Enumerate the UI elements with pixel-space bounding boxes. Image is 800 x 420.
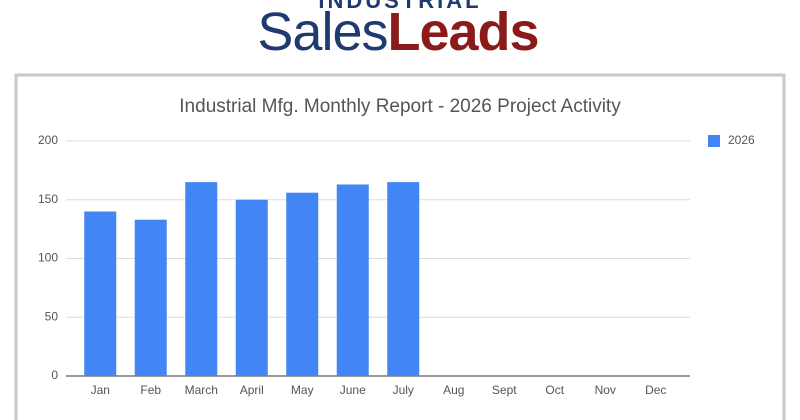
x-tick-label: Aug <box>443 383 464 397</box>
bar <box>185 182 218 376</box>
x-tick-label: Jan <box>91 383 110 397</box>
legend-label: 2026 <box>728 133 755 147</box>
x-tick-label: July <box>393 383 414 397</box>
x-tick-label: Feb <box>140 383 161 397</box>
x-tick-label: Sept <box>492 383 517 397</box>
y-tick-label: 0 <box>51 368 58 382</box>
bar <box>134 219 167 376</box>
x-tick-label: Nov <box>595 383 616 397</box>
y-tick-label: 200 <box>38 133 58 147</box>
bar <box>235 199 268 376</box>
bar <box>286 192 319 376</box>
x-tick-label: April <box>240 383 264 397</box>
chart-title: Industrial Mfg. Monthly Report - 2026 Pr… <box>179 96 621 117</box>
x-tick-label: May <box>291 383 314 397</box>
x-tick-label: Dec <box>645 383 666 397</box>
bar <box>84 211 117 376</box>
y-tick-label: 100 <box>38 251 58 265</box>
logo: SalesLeads <box>257 2 538 62</box>
logo-top: INDUSTRIAL <box>318 0 481 13</box>
bar <box>387 182 420 376</box>
y-tick-label: 150 <box>38 192 58 206</box>
x-tick-label: Oct <box>545 383 564 397</box>
x-tick-label: June <box>340 383 366 397</box>
x-tick-label: March <box>185 383 218 397</box>
logo-leads: Leads <box>388 2 539 62</box>
logo-sales: Sales <box>257 2 387 62</box>
bar <box>336 184 369 376</box>
y-tick-label: 50 <box>45 309 59 323</box>
legend-swatch <box>708 135 720 147</box>
